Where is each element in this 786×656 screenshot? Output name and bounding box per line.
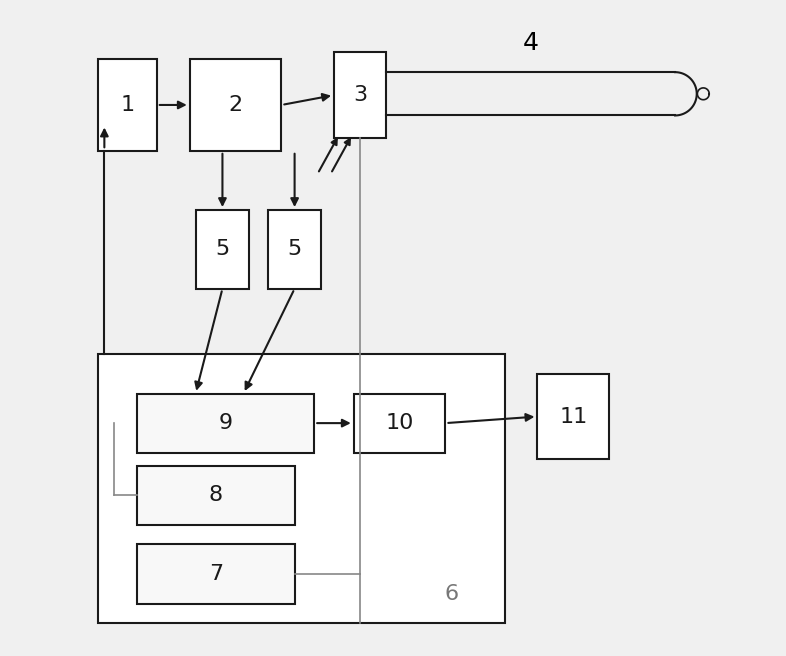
Text: 6: 6 <box>445 584 459 604</box>
Text: 2: 2 <box>229 95 243 115</box>
Text: 10: 10 <box>385 413 413 433</box>
Text: 1: 1 <box>120 95 134 115</box>
Text: 9: 9 <box>219 413 233 433</box>
Bar <box>189 59 281 151</box>
Bar <box>334 52 387 138</box>
Bar <box>196 210 248 289</box>
Bar <box>538 374 609 459</box>
Bar <box>138 544 295 604</box>
Bar <box>268 210 321 289</box>
Text: 7: 7 <box>209 564 223 584</box>
Text: 11: 11 <box>560 407 587 426</box>
Text: 5: 5 <box>215 239 230 259</box>
Bar <box>97 59 157 151</box>
Text: 5: 5 <box>288 239 302 259</box>
Text: 4: 4 <box>523 31 538 54</box>
Bar <box>138 394 314 453</box>
Bar <box>97 354 505 623</box>
Bar <box>138 466 295 525</box>
Bar <box>354 394 446 453</box>
Text: 8: 8 <box>209 485 223 505</box>
Text: 3: 3 <box>353 85 367 105</box>
